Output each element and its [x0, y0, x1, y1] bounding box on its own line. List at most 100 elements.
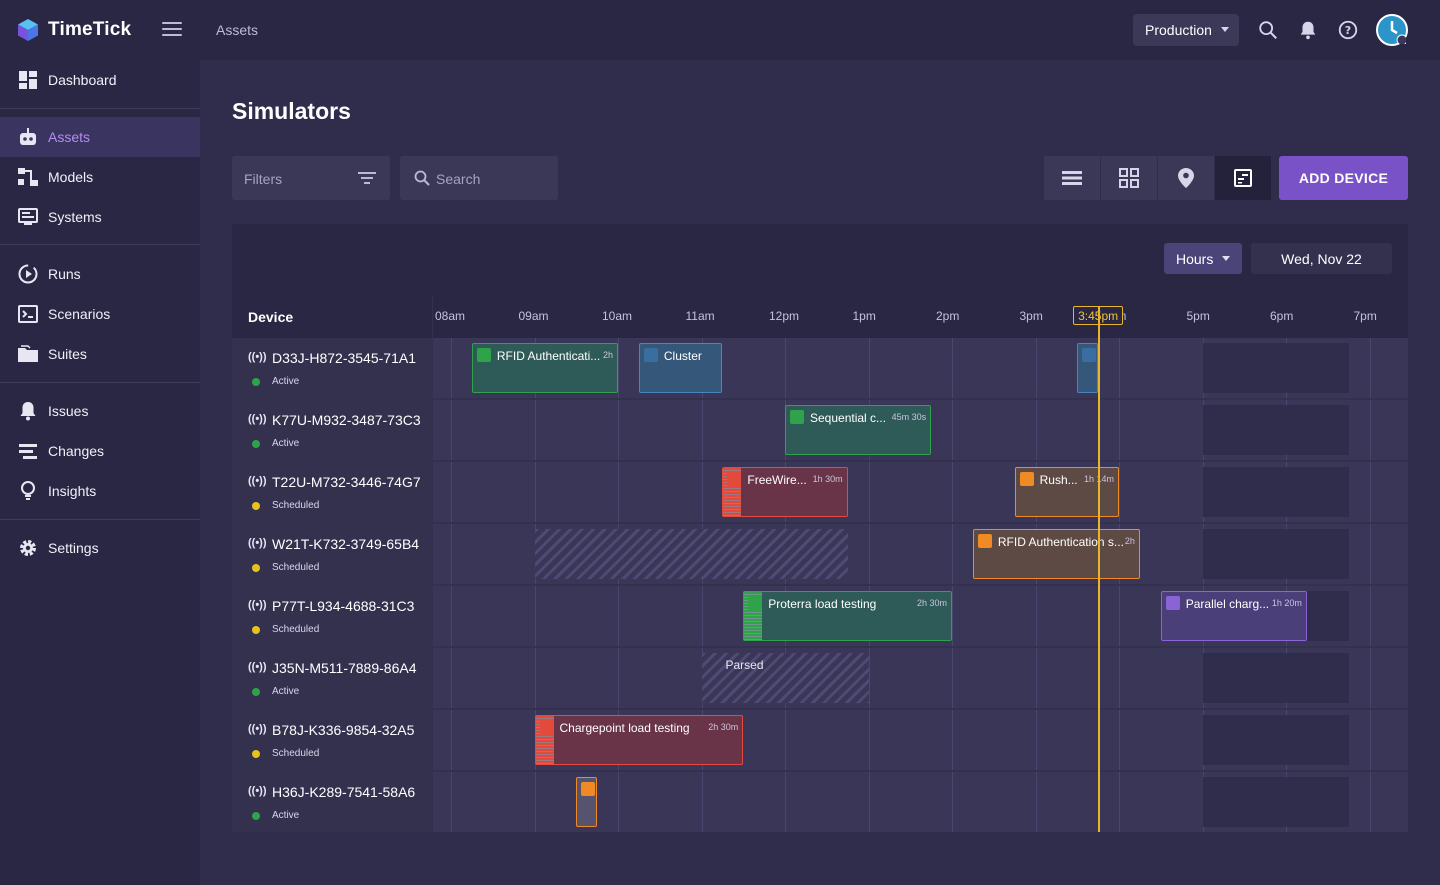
timeline-row[interactable]	[433, 772, 1408, 832]
device-id: J35N-M511-7889-86A4	[272, 660, 417, 676]
task-block[interactable]	[576, 777, 598, 827]
sidebar-item-insights[interactable]: Insights	[0, 471, 200, 511]
timeline-row[interactable]: Chargepoint load testing 2h 30m	[433, 710, 1408, 770]
timeline-row[interactable]: RFID Authentication s... 2h	[433, 524, 1408, 584]
filters-dropdown[interactable]: Filters	[232, 156, 390, 200]
search-icon	[414, 170, 430, 186]
environment-select[interactable]: Production	[1133, 14, 1239, 46]
task-block[interactable]: Sequential c... 45m 30s	[785, 405, 932, 455]
task-duration: 2h 30m	[916, 598, 947, 608]
sidebar-item-suites[interactable]: Suites	[0, 334, 200, 374]
device-cell[interactable]: ((•)) D33J-H872-3545-71A1 Active	[232, 338, 432, 398]
grid-line	[1369, 524, 1371, 584]
status-dot	[252, 625, 260, 634]
device-cell[interactable]: ((•)) J35N-M511-7889-86A4 Active	[232, 648, 432, 708]
device-name[interactable]: ((•)) D33J-H872-3545-71A1	[248, 350, 432, 366]
time-tick: 12pm	[769, 309, 800, 323]
device-cell[interactable]: ((•)) P77T-L934-4688-31C3 Scheduled	[232, 586, 432, 646]
search-input[interactable]: Search	[400, 156, 558, 200]
sidebar-item-models[interactable]: Models	[0, 157, 200, 197]
device-name[interactable]: ((•)) T22U-M732-3446-74G7	[248, 474, 432, 490]
task-block[interactable]: Cluster	[638, 343, 723, 393]
task-block[interactable]: FreeWire... 1h 30m	[722, 467, 848, 517]
sidebar-item-scenarios[interactable]: Scenarios	[0, 294, 200, 334]
grid-line	[534, 772, 536, 832]
grid-line	[868, 710, 870, 770]
device-name[interactable]: ((•)) B78J-K336-9854-32A5	[248, 722, 432, 738]
menu-icon[interactable]	[162, 22, 182, 38]
table-row[interactable]: ((•)) P77T-L934-4688-31C3 Scheduled Proterr…	[232, 586, 1408, 646]
timeline-row[interactable]: Sequential c... 45m 30s	[433, 400, 1408, 460]
sidebar-item-assets[interactable]: Assets	[0, 117, 200, 157]
task-block[interactable]	[1077, 343, 1099, 393]
task-block[interactable]: RFID Authenticati... 2h	[471, 343, 618, 393]
device-name[interactable]: ((•)) K77U-M932-3487-73C3	[248, 412, 432, 428]
list-view-button[interactable]	[1044, 156, 1101, 200]
breadcrumb[interactable]: Assets	[216, 22, 259, 38]
sidebar-item-runs[interactable]: Runs	[0, 254, 200, 294]
status-dot	[252, 377, 260, 386]
sidebar-item-systems[interactable]: Systems	[0, 197, 200, 237]
task-block[interactable]: Proterra load testing 2h 30m	[743, 591, 952, 641]
off-hours-shade	[1202, 653, 1349, 703]
table-row[interactable]: ((•)) B78J-K336-9854-32A5 Scheduled Chargep…	[232, 710, 1408, 770]
status-text: Active	[272, 686, 300, 697]
task-type-icon	[790, 410, 804, 424]
sidebar-item-issues[interactable]: Issues	[0, 391, 200, 431]
device-cell[interactable]: ((•)) H36J-K289-7541-58A6 Active	[232, 772, 432, 832]
sidebar-item-changes[interactable]: Changes	[0, 431, 200, 471]
logo-cube-icon	[18, 19, 38, 41]
task-block[interactable]: Parallel charg... 1h 20m	[1160, 591, 1307, 641]
timeline-row[interactable]: FreeWire... 1h 30m Rush... 1h 14m	[433, 462, 1408, 522]
table-row[interactable]: ((•)) W21T-K732-3749-65B4 Scheduled RFID Au…	[232, 524, 1408, 584]
grid-line	[952, 772, 953, 832]
table-row[interactable]: ((•)) H36J-K289-7541-58A6 Active	[232, 772, 1408, 832]
timeline-row[interactable]: RFID Authenticati... 2h Cluster	[433, 338, 1408, 398]
device-name[interactable]: ((•)) J35N-M511-7889-86A4	[248, 660, 432, 676]
sidebar-item-settings[interactable]: Settings	[0, 528, 200, 568]
scale-select[interactable]: Hours	[1164, 243, 1242, 274]
grid-icon	[1119, 168, 1139, 188]
search-icon[interactable]	[1257, 19, 1279, 41]
device-cell[interactable]: ((•)) K77U-M932-3487-73C3 Active	[232, 400, 432, 460]
device-name[interactable]: ((•)) W21T-K732-3749-65B4	[248, 536, 432, 552]
timeline-row[interactable]: Parsed	[433, 648, 1408, 708]
status-badge: Scheduled	[252, 748, 432, 759]
reserved-block[interactable]: Parsed	[701, 653, 869, 703]
avatar[interactable]	[1376, 14, 1408, 46]
device-cell[interactable]: ((•)) T22U-M732-3446-74G7 Scheduled	[232, 462, 432, 522]
timeline-view-button[interactable]	[1215, 156, 1272, 200]
scale-value: Hours	[1176, 251, 1214, 267]
table-row[interactable]: ((•)) K77U-M932-3487-73C3 Active Sequential…	[232, 400, 1408, 460]
grid-view-button[interactable]	[1101, 156, 1158, 200]
task-block[interactable]: Chargepoint load testing 2h 30m	[534, 715, 744, 765]
device-column-header[interactable]: Device	[232, 296, 432, 338]
device-name[interactable]: ((•)) P77T-L934-4688-31C3	[248, 598, 432, 614]
task-block[interactable]: Rush... 1h 14m	[1014, 467, 1119, 517]
grid-line	[868, 462, 870, 522]
robot-icon	[18, 127, 38, 147]
table-row[interactable]: ((•)) J35N-M511-7889-86A4 Active Parsed	[232, 648, 1408, 708]
sidebar-item-dashboard[interactable]: Dashboard	[0, 60, 200, 100]
bell-icon[interactable]	[1297, 19, 1319, 41]
table-row[interactable]: ((•)) D33J-H872-3545-71A1 Active RFID Authe…	[232, 338, 1408, 398]
table-row[interactable]: ((•)) T22U-M732-3446-74G7 Scheduled FreeWir…	[232, 462, 1408, 522]
reserved-block[interactable]	[534, 529, 848, 579]
add-device-button[interactable]: ADD DEVICE	[1279, 156, 1408, 200]
grid-line	[701, 400, 703, 460]
date-picker[interactable]: Wed, Nov 22	[1251, 243, 1392, 274]
device-cell[interactable]: ((•)) W21T-K732-3749-65B4 Scheduled	[232, 524, 432, 584]
device-name[interactable]: ((•)) H36J-K289-7541-58A6	[248, 784, 432, 800]
help-icon[interactable]: ?	[1337, 19, 1359, 41]
task-type-icon	[539, 720, 554, 734]
app-name: TimeTick	[48, 19, 132, 40]
timeline-row[interactable]: Proterra load testing 2h 30m Parallel char…	[433, 586, 1408, 646]
map-view-button[interactable]	[1158, 156, 1215, 200]
device-id: B78J-K336-9854-32A5	[272, 722, 415, 738]
task-block[interactable]: RFID Authentication s... 2h	[972, 529, 1140, 579]
device-cell[interactable]: ((•)) B78J-K336-9854-32A5 Scheduled	[232, 710, 432, 770]
nav-divider	[0, 108, 200, 109]
logo[interactable]: TimeTick	[16, 18, 131, 42]
device-id: D33J-H872-3545-71A1	[272, 350, 416, 366]
status-badge: Scheduled	[252, 624, 432, 635]
